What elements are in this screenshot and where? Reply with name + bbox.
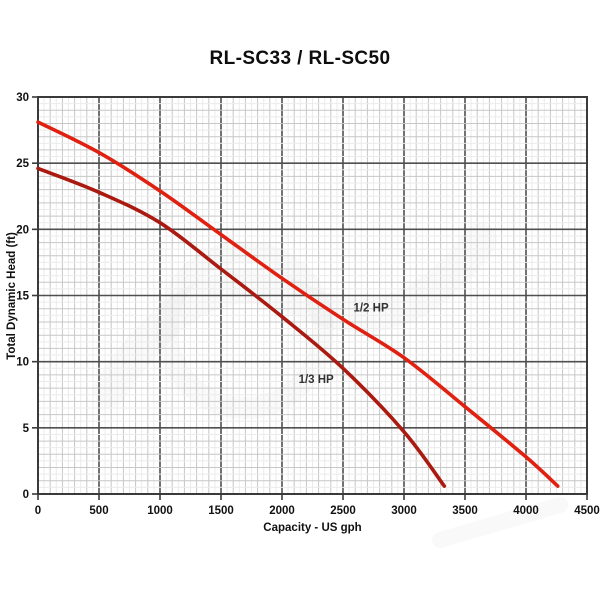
x-tick-label: 2500 <box>330 505 356 517</box>
watermark <box>432 497 568 548</box>
x-tick-label: 0 <box>35 505 41 517</box>
chart-title: RL-SC33 / RL-SC50 <box>209 48 391 69</box>
curve-label: 1/2 HP <box>353 302 388 314</box>
y-tick-label: 15 <box>16 291 29 303</box>
y-tick-label: 10 <box>16 357 29 369</box>
x-tick-label: 4000 <box>513 505 539 517</box>
x-tick-label: 1500 <box>208 505 234 517</box>
y-tick-label: 25 <box>16 158 29 170</box>
y-tick-label: 0 <box>23 489 29 501</box>
y-tick-label: 20 <box>16 224 29 236</box>
x-tick-label: 4500 <box>574 505 600 517</box>
x-axis-label: Capacity - US gph <box>263 522 362 534</box>
pump-curve-third-hp <box>36 166 447 488</box>
pump-curve-half-hp <box>36 120 560 488</box>
x-tick-label: 3500 <box>452 505 478 517</box>
curve-label: 1/3 HP <box>299 374 334 386</box>
y-tick-label: 5 <box>23 423 30 435</box>
x-tick-label: 2000 <box>269 505 295 517</box>
x-tick-label: 500 <box>89 505 108 517</box>
y-tick-label: 30 <box>16 92 29 104</box>
x-tick-label: 1000 <box>147 505 173 517</box>
y-axis-label-text: Total Dynamic Head (ft) <box>6 232 18 360</box>
x-tick-label: 3000 <box>391 505 417 517</box>
